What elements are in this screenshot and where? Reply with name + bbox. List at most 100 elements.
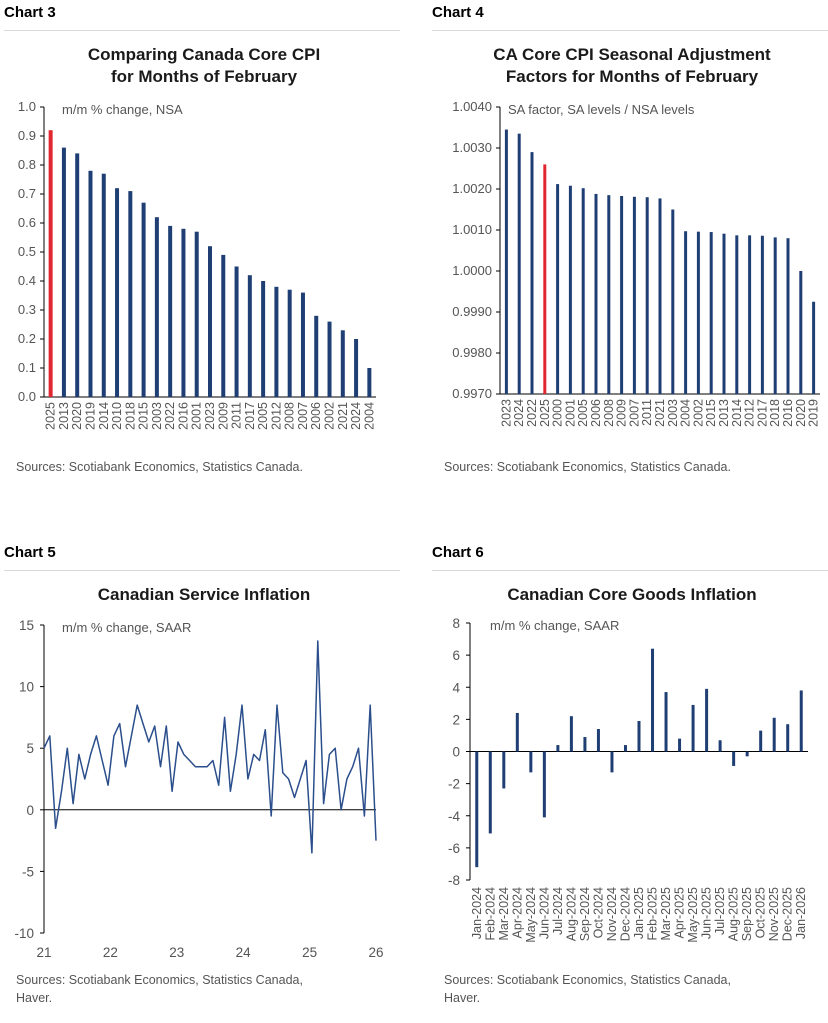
y-tick-label: 1.0 [18,99,36,114]
chart-5-title: Canadian Service Inflation [97,585,311,604]
x-tick-label: Feb-2024 [483,887,497,941]
bar [620,195,624,394]
bar [88,170,93,397]
chart-6-source: Sources: Scotiabank Economics, Statistic… [444,971,828,1007]
x-tick-label: 2016 [781,399,795,427]
y-tick-label: 6 [452,648,460,663]
bar [475,751,479,868]
x-tick-label: 2001 [190,402,204,430]
bar [168,225,173,397]
bar [732,751,736,766]
x-tick-label: 2008 [602,399,616,427]
chart-3-title-line-2: for Months of February [110,67,298,86]
x-tick-label: 2011 [640,399,654,426]
x-tick-label: 2006 [589,399,603,427]
bar [542,751,546,818]
bar [772,717,776,752]
bar [247,275,252,397]
y-tick-label: 8 [452,616,460,631]
x-tick-label: Sep-2024 [578,887,592,941]
chart-3-label: Chart 3 [4,4,56,21]
x-tick-label: 2015 [137,402,151,430]
x-tick-label: Nov-2024 [605,887,619,941]
bar [637,720,641,752]
x-tick-label: 2014 [97,402,111,430]
y-tick-label: 0 [26,803,34,818]
bar [101,173,106,397]
bar [594,193,598,394]
x-tick-label: 2020 [794,399,808,427]
y-tick-label: 1.0040 [452,99,492,114]
bar [799,271,803,394]
bar [709,232,713,394]
x-tick-label: 2004 [679,399,693,427]
x-tick-label: Jun-2025 [700,887,714,939]
x-tick-label: 2018 [768,399,782,427]
chart-6-divider [432,570,828,571]
x-tick-label: 2020 [70,402,84,430]
x-tick-label: 2022 [163,402,177,430]
chart-4-plot: 1.0040 1.0030 1.0020 1.0010 1.0000 0.9990 0.99… [452,99,821,427]
y-tick-label: -10 [14,926,34,941]
chart-3-divider [4,30,400,31]
bar [61,147,66,397]
y-tick-label: 0.6 [18,215,36,230]
y-tick-label: 2 [452,712,460,727]
y-tick-label: 0 [452,745,460,760]
chart-5-label: Chart 5 [4,544,56,561]
chart-4-title-line-2: Factors for Months of February [505,67,759,86]
chart-6-source-line-2: Haver. [444,991,481,1005]
bar [502,751,506,789]
x-tick-label: 2002 [323,402,337,430]
chart-5-source: Sources: Scotiabank Economics, Statistic… [16,971,406,1007]
bar [632,196,636,394]
x-tick-label: 2021 [653,399,667,427]
bar [181,228,186,397]
y-tick-label: 5 [26,741,34,756]
bar [745,751,749,757]
x-tick-label: 21 [36,945,51,960]
y-tick-label: 0.9990 [452,304,492,319]
chart-6-source-line-1: Sources: Scotiabank Economics, Statistic… [444,973,731,987]
chart-4-title: CA Core CPI Seasonal Adjustment Factors … [432,44,828,88]
y-tick-label: 1.0000 [452,263,492,278]
chart-4-title-line-1: CA Core CPI Seasonal Adjustment [493,45,771,64]
chart-6-label: Chart 6 [432,544,484,561]
chart-subtitle: SA factor, SA levels / NSA levels [508,102,695,117]
x-tick-label: Feb-2025 [646,887,660,941]
y-tick-label: 0.1 [18,360,36,375]
bar [623,745,627,752]
chart-3-title: Comparing Canada Core CPI for Months of … [4,44,404,88]
x-tick-label: 2001 [563,399,577,427]
bar [799,690,803,752]
x-tick-label: Mar-2024 [497,887,511,941]
y-tick-label: -5 [22,864,34,879]
x-tick-label: Dec-2024 [618,887,632,941]
bar [287,289,292,397]
x-tick-label: 2022 [525,399,539,427]
bar [354,339,359,397]
x-tick-label: 2013 [57,402,71,430]
y-tick-label: 4 [452,680,460,695]
x-tick-label: 22 [103,945,118,960]
chart-3-plot: 1.0 0.9 0.8 0.7 0.6 0.5 0.4 0.3 0.2 0.1 0.0 m/m % c… [18,99,376,430]
chart-4-panel: Chart 4 CA Core CPI Seasonal Adjustment … [432,4,828,474]
x-tick-label: Nov-2025 [767,887,781,941]
x-tick-label: 2011 [230,402,244,429]
bar [115,188,120,397]
x-tick-label: 2024 [512,399,526,427]
x-tick-label: 2019 [807,399,821,427]
x-tick-label: 2023 [499,399,513,427]
x-tick-label: Oct-2025 [754,887,768,938]
y-tick-label: 0.5 [18,244,36,259]
x-tick-label: Apr-2024 [510,887,524,938]
x-tick-label: 2006 [309,402,323,430]
x-tick-label: 2009 [216,402,230,430]
x-tick-label: 2025 [538,399,552,427]
chart-5-source-line-1: Sources: Scotiabank Economics, Statistic… [16,973,303,987]
bar [141,202,146,397]
chart-4-divider [432,30,828,31]
x-tick-label: 25 [302,945,317,960]
x-tick-label: 2010 [110,402,124,430]
